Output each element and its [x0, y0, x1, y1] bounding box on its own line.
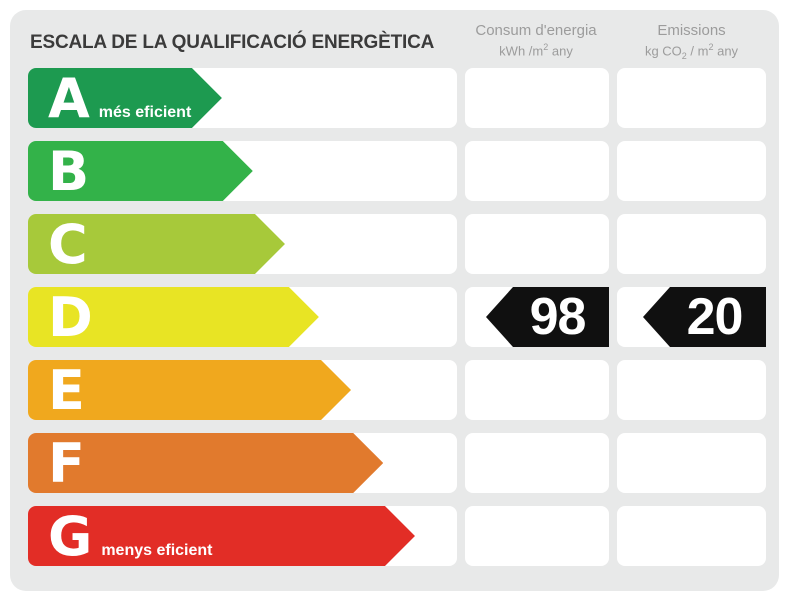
rating-bar-f: F [28, 433, 383, 493]
consum-column-header: Consum d'energia kWh /m2 any [464, 21, 608, 60]
bar-track-f: F [28, 433, 457, 493]
bar-track-a: A més eficient [28, 68, 457, 128]
rating-sublabel-g: menys eficient [101, 542, 213, 559]
emissions-cell-d: 20 [617, 287, 766, 347]
consum-value: 98 [529, 288, 587, 346]
emissions-value-badge: 20 [643, 287, 766, 347]
emissions-cell-b [617, 141, 766, 201]
rating-bar-d: D [28, 287, 319, 347]
emissions-cell-e [617, 360, 766, 420]
rating-letter-c: C [48, 213, 88, 276]
consum-cell-f [465, 433, 609, 493]
bar-track-g: G menys eficient [28, 506, 457, 566]
consum-cell-e [465, 360, 609, 420]
consum-header-units: kWh /m2 any [499, 42, 573, 59]
consum-cell-a [465, 68, 609, 128]
energy-scale-card: ESCALA DE LA QUALIFICACIÓ ENERGÈTICA Con… [10, 10, 779, 591]
emissions-value: 20 [686, 288, 744, 346]
emissions-cell-g [617, 506, 766, 566]
bar-track-d: D [28, 287, 457, 347]
consum-cell-b [465, 141, 609, 201]
rating-bar-a: A més eficient [28, 68, 222, 128]
rating-letter-a: A [48, 67, 90, 130]
rating-rows: A més eficient B C D [28, 68, 766, 566]
rating-sublabel-a: més eficient [98, 104, 192, 121]
bar-track-c: C [28, 214, 457, 274]
rating-bar-b: B [28, 141, 253, 201]
rating-letter-d: D [48, 286, 93, 349]
emissions-cell-f [617, 433, 766, 493]
consum-cell-d: 98 [465, 287, 609, 347]
rating-letter-e: E [48, 359, 85, 422]
consum-cell-g [465, 506, 609, 566]
rating-bar-c: C [28, 214, 285, 274]
page-title: ESCALA DE LA QUALIFICACIÓ ENERGÈTICA [30, 32, 435, 53]
consum-cell-c [465, 214, 609, 274]
emissions-cell-c [617, 214, 766, 274]
rating-letter-f: F [48, 432, 85, 495]
bar-track-e: E [28, 360, 457, 420]
emissions-cell-a [617, 68, 766, 128]
emissions-column-header: Emissions kg CO2 / m2 any [617, 21, 766, 62]
bar-track-b: B [28, 141, 457, 201]
consum-header-title: Consum d'energia [475, 22, 597, 39]
emissions-header-units: kg CO2 / m2 any [644, 42, 739, 62]
consum-value-badge: 98 [486, 287, 609, 347]
rating-bar-g: G menys eficient [28, 506, 415, 566]
rating-letter-b: B [48, 140, 90, 203]
emissions-header-title: Emissions [657, 22, 726, 39]
rating-letter-g: G [48, 505, 93, 568]
rating-bar-e: E [28, 360, 351, 420]
